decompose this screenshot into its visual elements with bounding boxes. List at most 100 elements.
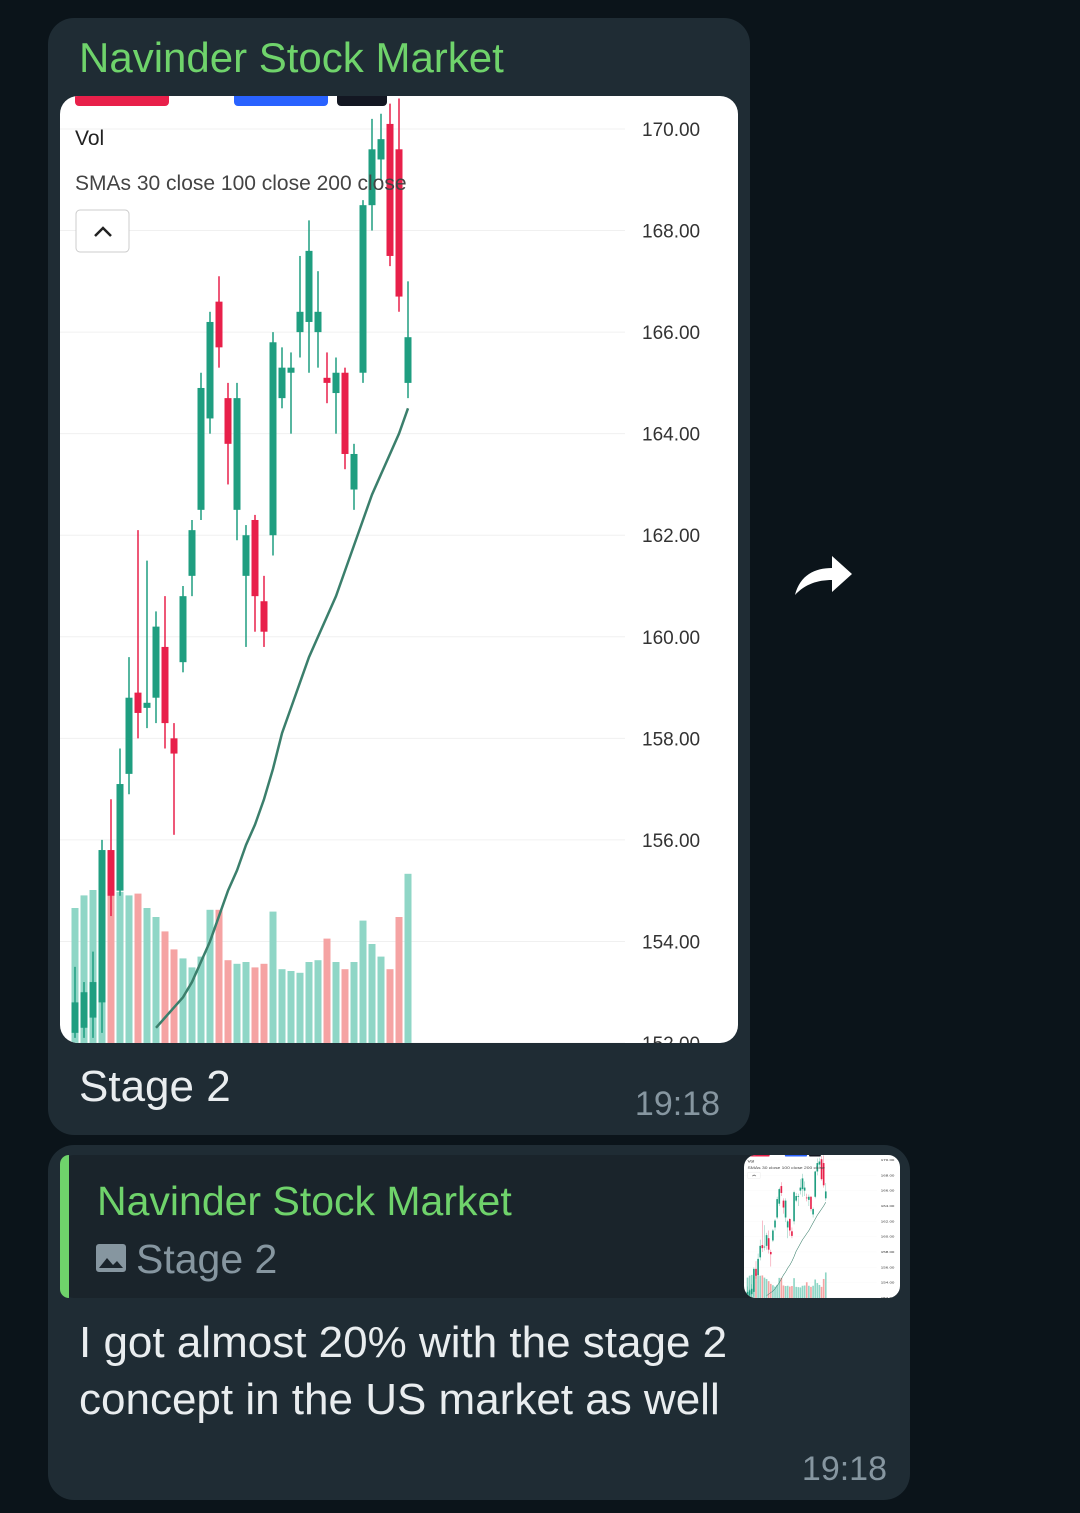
candle-body [215,301,223,348]
candle-body [323,377,331,383]
volume-bar [287,971,295,1043]
volume-bar [233,963,241,1043]
volume-bar [305,962,313,1043]
volume-bar [323,938,331,1043]
image-icon [96,1244,126,1272]
volume-bar [80,895,88,1043]
candle-body [377,139,385,160]
y-tick-label: 154.00 [642,932,700,953]
candle-body [278,367,286,399]
candle-body [152,626,160,698]
volume-bar [332,962,340,1043]
y-tick-label: 168.00 [642,222,700,243]
candle-body [287,367,295,373]
candle-body [98,850,106,1003]
tab [337,96,387,106]
volume-bar [143,908,151,1043]
candle-body [269,342,277,536]
tab [75,96,169,106]
y-tick-label: 170.00 [642,120,700,141]
y-tick-label: 166.00 [642,323,700,344]
volume-bar [368,944,376,1043]
volume-bar [377,956,385,1043]
sender-name[interactable]: Navinder Stock Market [79,34,504,81]
collapse-button[interactable] [75,209,130,253]
volume-bar [341,969,349,1043]
caption: Stage 2 [79,1062,231,1111]
candle-body [260,601,268,632]
candle-body [197,387,205,510]
volume-bar [152,917,160,1043]
candle-body [107,850,115,896]
candle-body [341,372,349,454]
candle-body [368,149,376,206]
volume-bar [206,909,214,1043]
y-tick-label: 162.00 [642,526,700,547]
volume-bar [116,891,124,1043]
candle-body [80,992,88,1028]
volume-bar [197,956,205,1043]
candle-body [170,738,178,754]
y-tick-label: 164.00 [642,425,700,446]
forward-button[interactable] [795,556,852,595]
y-tick-label: 152.00 [642,1034,700,1055]
chart-image[interactable]: 170.00 168.00 166.00 164.00 162.00 160.00 158.… [60,88,738,1055]
volume-bar [134,893,142,1043]
volume-bar [269,911,277,1043]
volume-bar [188,967,196,1043]
volume-bar [224,960,232,1043]
caret-icon [94,226,112,237]
candle-body [71,1002,79,1033]
candle-body [242,535,250,576]
volume-bar [107,881,115,1043]
volume-bar [170,949,178,1043]
quoted-caption: Stage 2 [136,1236,278,1282]
volume-bar [251,967,259,1043]
candle-body [143,702,151,708]
candle-body [305,250,313,322]
volume-bar [215,909,223,1043]
volume-bar [395,917,403,1043]
candle-body [179,596,187,663]
reply-thumbnail[interactable] [744,1154,903,1300]
candle-body [224,398,232,444]
y-tick-label: 160.00 [642,628,700,649]
volume-bar [350,962,358,1043]
candle-body [206,321,214,419]
candle-body [332,372,340,394]
candle-body [233,398,241,510]
candle-body [314,311,322,333]
candle-body [134,692,142,713]
candle-body [350,453,358,490]
candle-body [359,205,367,373]
timestamp: 19:18 [634,1085,720,1123]
timestamp: 19:18 [801,1450,887,1488]
quoted-sender: Navinder Stock Market [97,1178,512,1224]
candle-body [296,311,304,333]
plot: 170.00 168.00 166.00 164.00 162.00 160.00 158.… [60,98,700,1055]
candle-body [125,697,133,774]
volume-bar [386,969,394,1043]
candle-body [188,530,196,576]
volume-bar [359,920,367,1043]
tab [234,96,328,106]
candle-body [116,784,124,891]
candle-body [161,646,169,724]
legend-title: Vol [75,127,104,150]
thumbnail-image [744,1154,903,1300]
y-tick-label: 156.00 [642,831,700,852]
volume-bar [260,963,268,1043]
indicator-label: SMAs 30 close 100 close 200 close [75,172,407,195]
sma-line [155,407,410,1029]
volume-bar [404,873,412,1043]
volume-bar [242,962,250,1043]
volume-bar [314,960,322,1043]
volume-bar [161,931,169,1043]
candle-body [404,337,412,383]
quote-bar [60,1155,69,1298]
volume-bar [296,972,304,1043]
y-tick-label: 158.00 [642,729,700,750]
candle-body [251,519,259,597]
